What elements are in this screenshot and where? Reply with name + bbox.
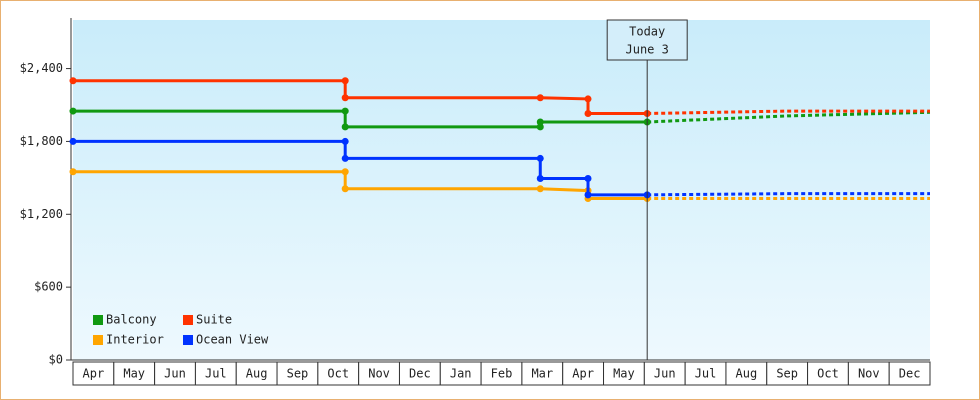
x-tick-label: Jun (164, 367, 186, 381)
price-line (73, 109, 648, 129)
today-label: Today (629, 25, 665, 39)
price-point (341, 107, 349, 115)
y-tick-label: $0 (49, 353, 63, 367)
x-tick-label: Jul (205, 367, 227, 381)
today-date: June 3 (626, 43, 669, 57)
legend-label: Interior (106, 333, 164, 347)
legend-label: Balcony (106, 313, 157, 327)
price-point (341, 168, 349, 176)
legend-label: Suite (196, 313, 232, 327)
x-tick-label: Sep (776, 367, 798, 381)
forecast-line (647, 192, 930, 197)
x-tick-label: Feb (491, 367, 513, 381)
y-tick-label: $2,400 (20, 61, 63, 75)
price-point (341, 154, 349, 162)
legend-label: Ocean View (196, 333, 269, 347)
today-box (606, 19, 688, 61)
x-tick-label: Nov (368, 367, 390, 381)
price-point (584, 110, 592, 117)
price-point (69, 168, 77, 176)
month-cell (888, 361, 931, 386)
x-tick-label: Dec (409, 367, 431, 381)
x-tick-label: Dec (899, 367, 921, 381)
x-tick-label: Apr (572, 367, 594, 381)
x-tick-label: Aug (736, 367, 758, 381)
price-point (341, 94, 349, 102)
x-tick-label: Apr (83, 367, 105, 381)
price-point (536, 174, 544, 182)
price-point (536, 123, 544, 131)
x-tick-label: Jan (450, 367, 472, 381)
price-point (584, 191, 592, 199)
price-point (584, 174, 592, 182)
x-tick-label: Oct (817, 367, 839, 381)
x-tick-label: Jun (654, 367, 676, 381)
x-tick-label: May (123, 367, 145, 381)
x-tick-label: Aug (246, 367, 268, 381)
legend-swatch (93, 335, 103, 345)
forecast-line (647, 110, 931, 124)
price-point (536, 94, 544, 102)
price-point (341, 77, 349, 85)
price-point (536, 154, 544, 162)
price-point (69, 137, 77, 145)
x-tick-label: Mar (531, 367, 553, 381)
price-point (584, 95, 592, 103)
price-point (341, 123, 349, 131)
price-point (536, 185, 544, 193)
legend-swatch (93, 315, 103, 325)
legend-swatch (183, 335, 193, 345)
legend-swatch (183, 315, 193, 325)
x-tick-label: Sep (287, 367, 309, 381)
price-point (69, 107, 77, 115)
price-point (536, 118, 544, 126)
price-point (341, 137, 349, 145)
y-tick-label: $1,200 (20, 207, 63, 221)
x-tick-label: Oct (327, 367, 349, 381)
x-tick-label: May (613, 367, 635, 381)
y-tick-label: $600 (34, 280, 63, 294)
price-point (341, 185, 349, 193)
x-tick-label: Nov (858, 367, 880, 381)
x-tick-label: Jul (695, 367, 717, 381)
y-tick-label: $1,800 (20, 134, 63, 148)
price-point (69, 77, 77, 85)
